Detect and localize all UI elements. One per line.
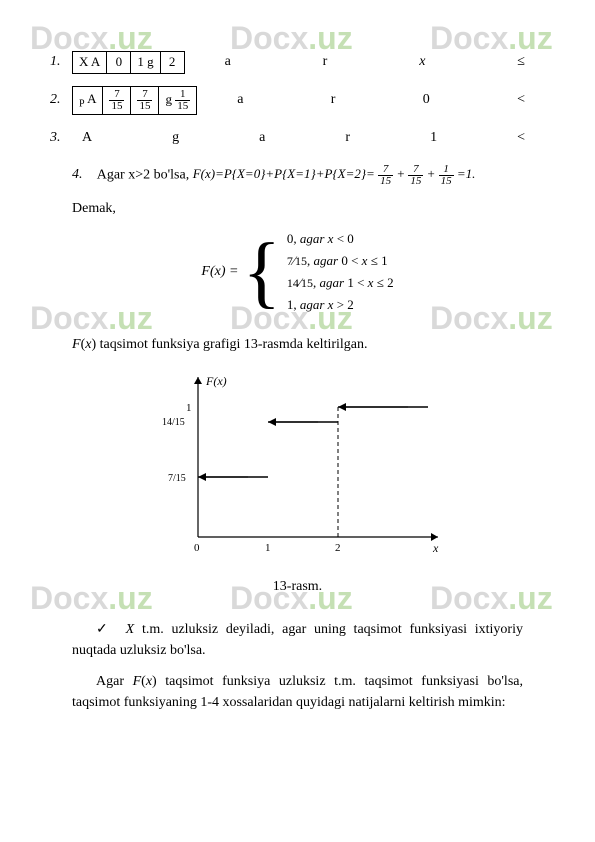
item-number: 1.	[50, 54, 72, 70]
figure-caption: 13-rasm.	[50, 579, 545, 595]
piecewise-function: F(x) = { 0, agar x < 0 7⁄15, agar 0 < x …	[50, 231, 545, 313]
item-3: 3. A g a r 1 <	[50, 122, 545, 154]
table-2: P A 715 715 g 115	[72, 86, 197, 115]
item-2: 2. P A 715 715 g 115 a r 0 <	[50, 84, 545, 116]
demak-label: Demak,	[72, 201, 545, 217]
svg-text:14/15: 14/15	[162, 417, 185, 428]
svg-text:1: 1	[186, 402, 192, 414]
svg-text:7/15: 7/15	[168, 473, 186, 484]
svg-text:x: x	[432, 541, 439, 555]
table-1: X A 0 1 g 2	[72, 51, 185, 74]
check-icon: ✓	[96, 622, 112, 637]
svg-text:2: 2	[335, 542, 341, 554]
graph-svg: F(x) x 0 1 2 7/15 14/15 1	[148, 367, 448, 567]
equation-main: F(x)=P{X=0}+P{X=1}+P{X=2}= 715 + 715 + 1…	[193, 166, 476, 181]
brace-icon: {	[242, 232, 280, 312]
paragraph-1: ✓ X t.m. uzluksiz deyiladi, agar uning t…	[72, 619, 523, 661]
svg-text:0: 0	[194, 542, 200, 554]
svg-text:F(x): F(x)	[205, 374, 227, 388]
item-1: 1. X A 0 1 g 2 a r x ≤	[50, 46, 545, 78]
svg-text:1: 1	[265, 542, 271, 554]
item-4: 4. Agar x>2 bo'lsa, F(x)=P{X=0}+P{X=1}+P…	[50, 164, 545, 187]
step-function-graph: F(x) x 0 1 2 7/15 14/15 1	[50, 367, 545, 567]
item-number: 3.	[50, 130, 72, 146]
paragraph-2: Agar F(x) taqsimot funksiya uzluksiz t.m…	[72, 671, 523, 713]
graph-caption: F(x) taqsimot funksiya grafigi 13-rasmda…	[72, 337, 545, 353]
spread-2: a r 0 <	[197, 92, 545, 108]
item-number: 2.	[50, 92, 72, 108]
spread-3: A g a r 1 <	[72, 130, 545, 146]
spread-1: a r x ≤	[185, 54, 545, 70]
